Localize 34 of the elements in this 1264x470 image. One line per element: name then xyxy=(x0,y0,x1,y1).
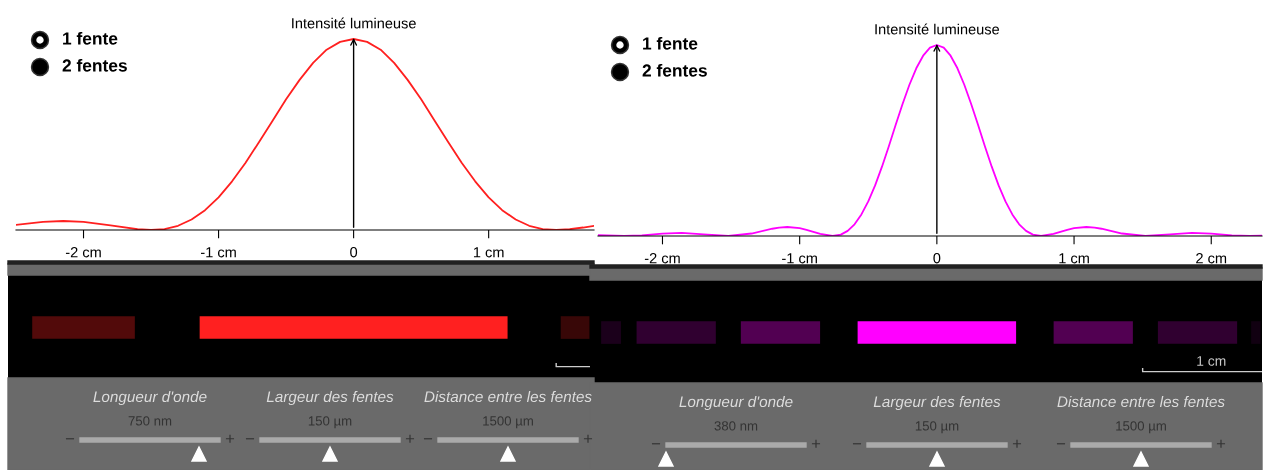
text: Distance entre les fentes xyxy=(1057,395,1225,408)
x-tick-label: 1 cm xyxy=(1059,253,1089,264)
text: + xyxy=(583,434,593,443)
x-tick-label: -1 cm xyxy=(782,253,817,264)
x-tick-label: -2 cm xyxy=(644,253,680,264)
text: − xyxy=(1056,443,1066,445)
text: Largeur des fentes xyxy=(873,395,1001,411)
text: − xyxy=(852,443,862,445)
text: + xyxy=(225,434,235,443)
x-tick-label: 0 xyxy=(350,247,358,258)
text: Longueur d'onde xyxy=(679,395,793,411)
text: − xyxy=(245,438,255,440)
text: Largeur des fentes xyxy=(266,390,394,406)
text: + xyxy=(1012,439,1022,448)
x-tick-label: -2 cm xyxy=(65,247,101,258)
text: + xyxy=(405,434,415,443)
annotation: 2 fentes xyxy=(642,63,707,77)
text: − xyxy=(423,438,433,440)
text: + xyxy=(811,439,821,448)
annotation: 1 fente xyxy=(643,36,698,50)
y-axis-title: Intensité lumineuse xyxy=(292,17,416,29)
annotation: 2 fentes xyxy=(62,58,127,72)
text: Distance entre les fentes xyxy=(424,390,592,403)
x-tick-label: 2 cm xyxy=(1196,253,1227,264)
y-axis-title: Intensité lumineuse xyxy=(875,23,1000,35)
x-tick-label: 0 xyxy=(933,253,941,264)
text: − xyxy=(651,443,661,445)
text: 1 cm xyxy=(1197,356,1226,366)
text: − xyxy=(65,438,75,440)
text: Longueur d'onde xyxy=(93,390,207,406)
x-tick-label: 1 cm xyxy=(473,247,504,258)
x-tick-label: -1 cm xyxy=(200,247,236,258)
text: + xyxy=(1216,439,1226,448)
annotation: 1 fente xyxy=(63,31,118,45)
